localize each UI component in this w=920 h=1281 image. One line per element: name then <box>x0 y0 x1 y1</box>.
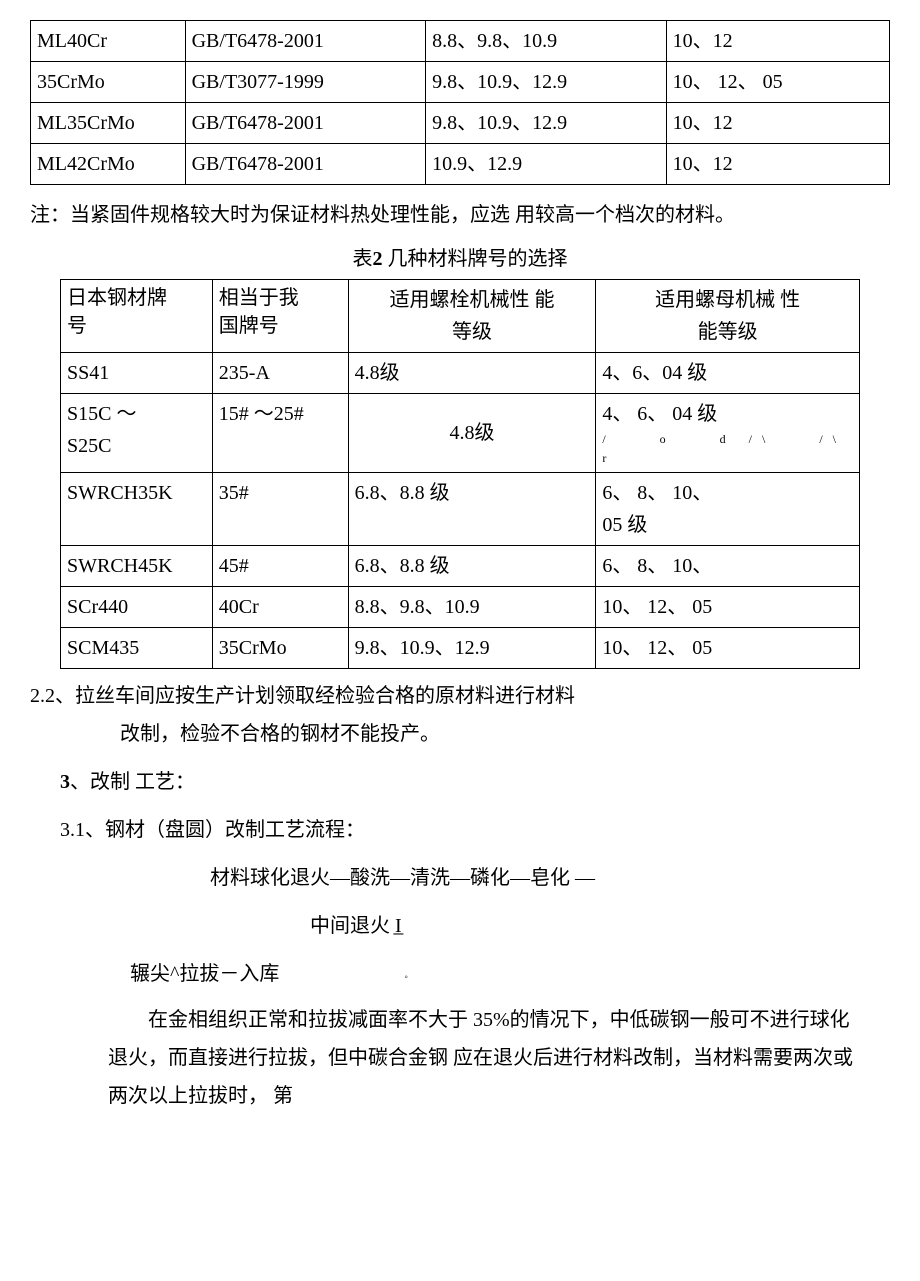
table-cell: 4、 6、 04 级/ o d /\ /\ r <box>596 394 860 473</box>
table-row: SS41235-A4.8级 4、6、04 级 <box>61 353 860 394</box>
flow-line-3-text: 辗尖^拉拔－入库 <box>130 963 279 985</box>
table-cell: 35CrMo <box>31 62 186 103</box>
table-header-row: 日本钢材牌号相当于我国牌号适用螺栓机械性 能等级适用螺母机械 性能等级 <box>61 280 860 353</box>
table-header-cell: 适用螺栓机械性 能等级 <box>348 280 596 353</box>
table-cell: GB/T3077-1999 <box>185 62 426 103</box>
table-cell: SCM435 <box>61 628 213 669</box>
section-2-2: 2.2、拉丝车间应按生产计划领取经检验合格的原材料进行材料 改制，检验不合格的钢… <box>30 677 890 753</box>
table-cell: 15# ～25# <box>212 394 348 473</box>
table-cell: 40Cr <box>212 587 348 628</box>
table-cell: GB/T6478-2001 <box>185 103 426 144</box>
table-cell: 6.8、8.8 级 <box>348 546 596 587</box>
table-cell: 4、6、04 级 <box>596 353 860 394</box>
table-cell: 9.8、10.9、12.9 <box>426 103 667 144</box>
table-cell: SS41 <box>61 353 213 394</box>
table-1-body: ML40CrGB/T6478-20018.8、9.8、10.910、12 35C… <box>31 21 890 185</box>
table-row: 35CrMoGB/T3077-19999.8、10.9、12.910、 12、 … <box>31 62 890 103</box>
table-cell: 10、 12、 05 <box>596 628 860 669</box>
table-row: SWRCH35K35#6.8、8.8 级6、 8、 10、05 级 <box>61 473 860 546</box>
section-2-2-line2: 改制，检验不合格的钢材不能投产。 <box>30 715 890 753</box>
table-cell: 35CrMo <box>212 628 348 669</box>
table-cell: 10、12 <box>666 21 889 62</box>
table-cell: 6、 8、 10、05 级 <box>596 473 860 546</box>
table-cell: SCr440 <box>61 587 213 628</box>
table-cell: 235-A <box>212 353 348 394</box>
table-cell: 35# <box>212 473 348 546</box>
table-row: SWRCH45K45#6.8、8.8 级6、 8、 10、 <box>61 546 860 587</box>
table-row: ML40CrGB/T6478-20018.8、9.8、10.910、12 <box>31 21 890 62</box>
table-cell: ML42CrMo <box>31 144 186 185</box>
table-cell: S15C ～S25C <box>61 394 213 473</box>
cell-marks: / o d /\ /\ r <box>602 430 853 468</box>
table-header-cell: 相当于我国牌号 <box>212 280 348 353</box>
table-row: SCM43535CrMo9.8、10.9、12.910、 12、 05 <box>61 628 860 669</box>
table-header-cell: 适用螺母机械 性能等级 <box>596 280 860 353</box>
table-cell: 10、12 <box>666 103 889 144</box>
table-cell: GB/T6478-2001 <box>185 21 426 62</box>
table-header-cell: 日本钢材牌号 <box>61 280 213 353</box>
section-3-rest: 、改制 工艺： <box>70 771 195 793</box>
table-cell: 10、12 <box>666 144 889 185</box>
table-cell: 6.8、8.8 级 <box>348 473 596 546</box>
table-cell: SWRCH45K <box>61 546 213 587</box>
table-cell: ML40Cr <box>31 21 186 62</box>
flow-line-2: 中间退火 I̲ <box>30 907 890 945</box>
table-cell: 8.8、9.8、10.9 <box>426 21 667 62</box>
table2-title-prefix: 表 <box>353 248 373 270</box>
table-row: S15C ～S25C15# ～25#4.8级 4、 6、 04 级/ o d /… <box>61 394 860 473</box>
table2-title-rest: 几种材料牌号的选择 <box>383 248 568 270</box>
section-3: 3、改制 工艺： <box>30 763 890 801</box>
table-cell: 10、 12、 05 <box>596 587 860 628</box>
table-cell: 45# <box>212 546 348 587</box>
table-cell: 9.8、10.9、12.9 <box>348 628 596 669</box>
table-cell: 4.8级 <box>348 353 596 394</box>
table-cell: SWRCH35K <box>61 473 213 546</box>
table-2-body: 日本钢材牌号相当于我国牌号适用螺栓机械性 能等级适用螺母机械 性能等级SS412… <box>61 280 860 669</box>
flow-line-3: 辗尖^拉拔－入库 ◦ <box>30 955 890 993</box>
section-3-num: 3 <box>60 771 70 793</box>
flow-line-1: 材料球化退火—酸洗—清洗—磷化—皂化 — <box>30 859 890 897</box>
section-2-2-line1: 2.2、拉丝车间应按生产计划领取经检验合格的原材料进行材料 <box>30 677 890 715</box>
table-cell: 9.8、10.9、12.9 <box>426 62 667 103</box>
table-cell: GB/T6478-2001 <box>185 144 426 185</box>
body-paragraph: 在金相组织正常和拉拔减面率不大于 35%的情况下，中低碳钢一般可不进行球化退火，… <box>108 1001 860 1115</box>
table-cell: 10.9、12.9 <box>426 144 667 185</box>
table-1: ML40CrGB/T6478-20018.8、9.8、10.910、12 35C… <box>30 20 890 185</box>
table-2-title: 表2 几种材料牌号的选择 <box>30 243 890 275</box>
table-cell: ML35CrMo <box>31 103 186 144</box>
table-cell: 8.8、9.8、10.9 <box>348 587 596 628</box>
section-3-1: 3.1、钢材（盘圆）改制工艺流程： <box>30 811 890 849</box>
table-cell: 6、 8、 10、 <box>596 546 860 587</box>
table-row: ML35CrMoGB/T6478-20019.8、10.9、12.910、12 <box>31 103 890 144</box>
table-cell: 10、 12、 05 <box>666 62 889 103</box>
table-row: SCr44040Cr8.8、9.8、10.910、 12、 05 <box>61 587 860 628</box>
table-row: ML42CrMoGB/T6478-200110.9、12.910、12 <box>31 144 890 185</box>
table-2: 日本钢材牌号相当于我国牌号适用螺栓机械性 能等级适用螺母机械 性能等级SS412… <box>60 279 860 669</box>
table-cell: 4.8级 <box>348 394 596 473</box>
note-text: 注：当紧固件规格较大时为保证材料热处理性能，应选 用较高一个档次的材料。 <box>30 195 890 235</box>
table2-title-num: 2 <box>373 248 383 270</box>
